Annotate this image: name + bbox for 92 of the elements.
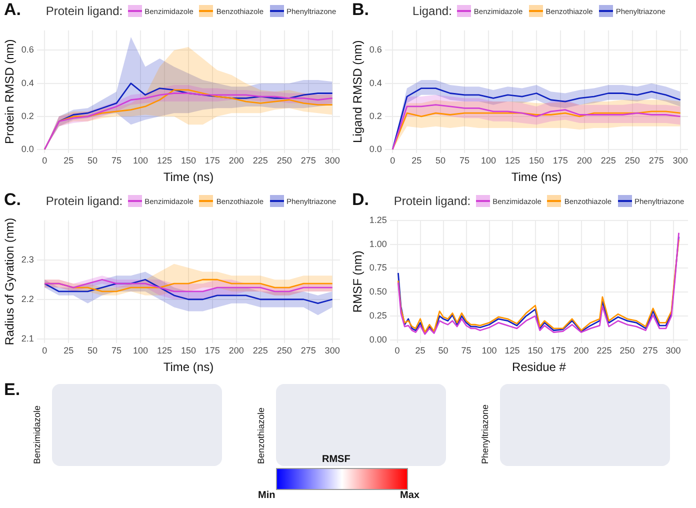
y-tick-label: 0.25 xyxy=(369,310,387,321)
x-tick-label: 75 xyxy=(112,156,122,166)
y-axis-title: Radius of Gyration (nm) xyxy=(2,218,17,346)
y-axis-title: RMSF (nm) xyxy=(350,250,365,313)
legend-title: Protein ligand: xyxy=(46,194,123,208)
y-tick-label: 0.6 xyxy=(21,44,34,55)
legend-title: Protein ligand: xyxy=(394,194,471,208)
x-tick-label: 50 xyxy=(88,346,98,356)
y-tick-label: 0.50 xyxy=(369,286,387,297)
y-tick-label: 2.2 xyxy=(21,294,34,304)
x-tick-label: 200 xyxy=(574,346,589,356)
text: Phenyltriazone xyxy=(480,404,490,464)
x-tick-label: 300 xyxy=(324,156,340,166)
x-tick-label: 125 xyxy=(156,346,172,356)
x-tick-label: 75 xyxy=(112,346,122,356)
x-tick-label: 0 xyxy=(394,346,400,356)
x-tick-label: 225 xyxy=(596,346,612,356)
x-tick-label: 150 xyxy=(180,156,196,166)
x-tick-label: 125 xyxy=(504,156,520,166)
y-tick-label: 0.4 xyxy=(21,78,34,88)
chart-title: D. xyxy=(352,190,369,210)
x-tick-label: 125 xyxy=(156,156,172,166)
y-tick-label: 0.00 xyxy=(369,334,387,344)
text: Benzothiazole xyxy=(256,407,266,464)
x-tick-label: 0 xyxy=(42,156,48,166)
x-axis-title: Residue # xyxy=(512,360,566,374)
x-tick-label: 50 xyxy=(438,346,448,356)
chart-title: A. xyxy=(4,0,21,20)
x-tick-label: 0 xyxy=(42,346,48,356)
x-tick-label: 100 xyxy=(480,156,496,166)
x-tick-label: 150 xyxy=(528,156,544,166)
y-tick-label: 0.4 xyxy=(369,78,382,88)
x-tick-label: 0 xyxy=(390,156,396,166)
y-tick-label: 1.25 xyxy=(369,214,387,225)
chart-title: B. xyxy=(352,0,369,20)
x-tick-label: 225 xyxy=(252,346,268,356)
x-tick-label: 150 xyxy=(180,346,196,356)
text: Benzimidazole xyxy=(32,405,42,464)
x-tick-label: 200 xyxy=(228,156,244,166)
x-tick-label: 175 xyxy=(204,346,220,356)
x-tick-label: 275 xyxy=(300,346,316,356)
x-tick-label: 25 xyxy=(415,346,426,356)
y-tick-label: 0.2 xyxy=(21,110,34,121)
y-tick-label: 0.0 xyxy=(21,144,34,154)
y-tick-label: 1.00 xyxy=(369,238,387,249)
y-tick-label: 0.2 xyxy=(369,110,382,121)
x-tick-label: 100 xyxy=(482,346,497,356)
x-tick-label: 200 xyxy=(228,346,244,356)
x-tick-label: 75 xyxy=(461,346,472,356)
x-tick-label: 175 xyxy=(550,346,566,356)
x-tick-label: 25 xyxy=(412,156,422,166)
x-tick-label: 25 xyxy=(64,346,74,356)
y-tick-label: 0.0 xyxy=(369,144,382,154)
legend-title: Protein ligand: xyxy=(46,4,123,18)
x-tick-label: 275 xyxy=(648,156,664,166)
x-tick-label: 150 xyxy=(528,346,543,356)
x-tick-label: 175 xyxy=(204,156,220,166)
x-tick-label: 275 xyxy=(300,156,316,166)
x-axis-title: Time (ns) xyxy=(163,170,214,184)
x-tick-label: 75 xyxy=(460,156,470,166)
legend-title: Ligand: xyxy=(412,4,452,18)
x-tick-label: 225 xyxy=(600,156,616,166)
x-tick-label: 175 xyxy=(552,156,568,166)
text: RMSF xyxy=(322,454,350,465)
y-tick-label: 2.1 xyxy=(21,333,34,344)
x-tick-label: 100 xyxy=(132,156,148,166)
x-tick-label: 300 xyxy=(672,156,688,166)
x-tick-label: 250 xyxy=(620,346,635,356)
x-axis-title: Time (ns) xyxy=(163,360,214,374)
x-tick-label: 225 xyxy=(252,156,268,166)
text: Min xyxy=(258,490,276,501)
y-axis-title: Ligand RMSD (nm) xyxy=(350,40,365,143)
text: Max xyxy=(400,490,420,501)
x-tick-label: 275 xyxy=(642,346,658,356)
x-axis-title: Time (ns) xyxy=(511,170,562,184)
y-tick-label: 2.3 xyxy=(21,254,34,264)
chart-title: C. xyxy=(4,190,21,210)
y-axis-title: Protein RMSD (nm) xyxy=(2,39,17,144)
x-tick-label: 250 xyxy=(276,346,292,356)
text: E. xyxy=(4,380,20,400)
x-tick-label: 300 xyxy=(324,346,340,356)
x-tick-label: 50 xyxy=(88,156,98,166)
x-tick-label: 250 xyxy=(624,156,640,166)
x-tick-label: 300 xyxy=(666,346,681,356)
x-tick-label: 50 xyxy=(436,156,446,166)
x-tick-label: 200 xyxy=(576,156,592,166)
x-tick-label: 125 xyxy=(504,346,520,356)
x-tick-label: 25 xyxy=(64,156,74,166)
y-tick-label: 0.75 xyxy=(369,262,387,273)
y-tick-label: 0.6 xyxy=(369,44,382,55)
x-tick-label: 250 xyxy=(276,156,292,166)
x-tick-label: 100 xyxy=(132,346,148,356)
